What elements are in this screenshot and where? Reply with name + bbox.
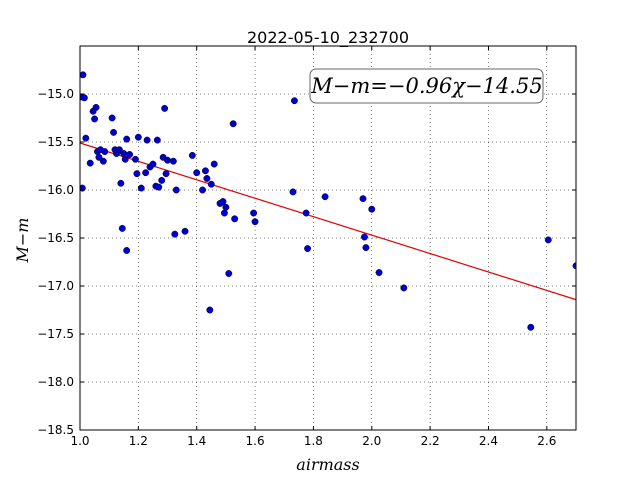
x-tick-label: 1.4 (187, 434, 206, 448)
data-point (91, 115, 99, 123)
data-point (544, 236, 552, 244)
y-tick-label: −15.5 (37, 135, 74, 149)
chart-title: 2022-05-10_232700 (247, 28, 409, 48)
annotation-frame (309, 68, 544, 104)
x-tick-label: 1.8 (304, 434, 323, 448)
y-tick-label: −16.0 (37, 183, 74, 197)
annotation-text: M−m=−0.96χ−14.55 (310, 74, 542, 98)
data-point (193, 169, 201, 177)
data-point (321, 193, 329, 201)
x-tick-label: 2.6 (537, 434, 556, 448)
data-point (210, 160, 218, 168)
data-point (199, 186, 206, 194)
data-point (153, 136, 161, 144)
data-point (225, 270, 233, 277)
data-point (250, 209, 258, 217)
data-point (115, 146, 123, 154)
data-point (118, 224, 126, 232)
y-tick-label: −17.5 (37, 327, 74, 341)
data-point (80, 94, 88, 102)
data-point (99, 157, 107, 165)
data-point (86, 159, 94, 167)
data-point (207, 180, 215, 188)
data-point (359, 195, 367, 203)
data-point (143, 136, 151, 144)
data-point (126, 151, 134, 158)
data-point (181, 227, 189, 235)
data-point (137, 184, 145, 192)
data-point (362, 244, 370, 252)
data-point (131, 155, 139, 163)
data-point (527, 323, 535, 331)
data-point (164, 156, 171, 164)
data-point (171, 230, 179, 238)
data-point (161, 104, 169, 112)
data-point (231, 215, 239, 223)
y-tick-label: −16.5 (37, 231, 74, 245)
y-tick-label: −15.0 (37, 87, 74, 101)
data-point (229, 120, 237, 128)
data-point (120, 150, 128, 157)
data-point (290, 97, 298, 105)
data-point (375, 269, 383, 277)
data-point (121, 155, 129, 163)
annotation-box: M−m=−0.96χ−14.55 (309, 68, 544, 104)
data-point (117, 179, 125, 187)
y-axis-label: M−m (13, 218, 32, 264)
x-tick-label: 2.0 (362, 434, 381, 448)
data-point (172, 186, 180, 194)
fit-line-group (80, 142, 576, 301)
y-tick-label: −18.0 (37, 375, 74, 389)
data-point (149, 160, 157, 168)
data-point (368, 205, 376, 213)
data-point (304, 245, 312, 253)
data-point (92, 103, 100, 111)
data-point (134, 133, 142, 141)
x-tick-label: 1.0 (70, 434, 89, 448)
x-tick-label: 1.6 (246, 434, 265, 448)
x-tick-label: 2.2 (421, 434, 440, 448)
data-point (219, 198, 227, 205)
data-point (110, 128, 118, 136)
data-point (162, 170, 170, 178)
data-point (220, 209, 228, 217)
data-point (251, 218, 259, 226)
data-point (82, 134, 90, 142)
data-point (155, 183, 163, 191)
data-point (188, 151, 196, 159)
data-point (361, 233, 368, 241)
data-point (400, 284, 408, 292)
data-point (108, 114, 116, 122)
data-point (123, 135, 131, 143)
x-tick-label: 1.2 (129, 434, 148, 448)
data-point (202, 167, 209, 175)
x-tick-label: 2.4 (479, 434, 498, 448)
data-point (80, 71, 87, 79)
data-point (142, 169, 150, 177)
data-point (206, 306, 214, 314)
data-point (289, 188, 297, 196)
data-point (95, 153, 103, 161)
data-point (133, 170, 141, 178)
data-point (222, 203, 230, 211)
data-point (169, 157, 177, 165)
data-points (80, 71, 576, 331)
fit-line (80, 142, 576, 301)
data-point (101, 148, 109, 156)
data-point (302, 209, 310, 217)
data-point (203, 175, 211, 182)
y-tick-label: −17.0 (37, 279, 74, 293)
axis-ticks: 1.0 1.2 1.4 1.6 1.8 2.0 2.2 2.4 2.6 −15.0 −15.5 −16… (37, 46, 576, 448)
y-tick-label: −18.5 (37, 423, 74, 437)
grid (80, 46, 576, 430)
data-point (123, 247, 131, 254)
data-point (158, 176, 166, 184)
x-axis-label: airmass (296, 455, 359, 474)
